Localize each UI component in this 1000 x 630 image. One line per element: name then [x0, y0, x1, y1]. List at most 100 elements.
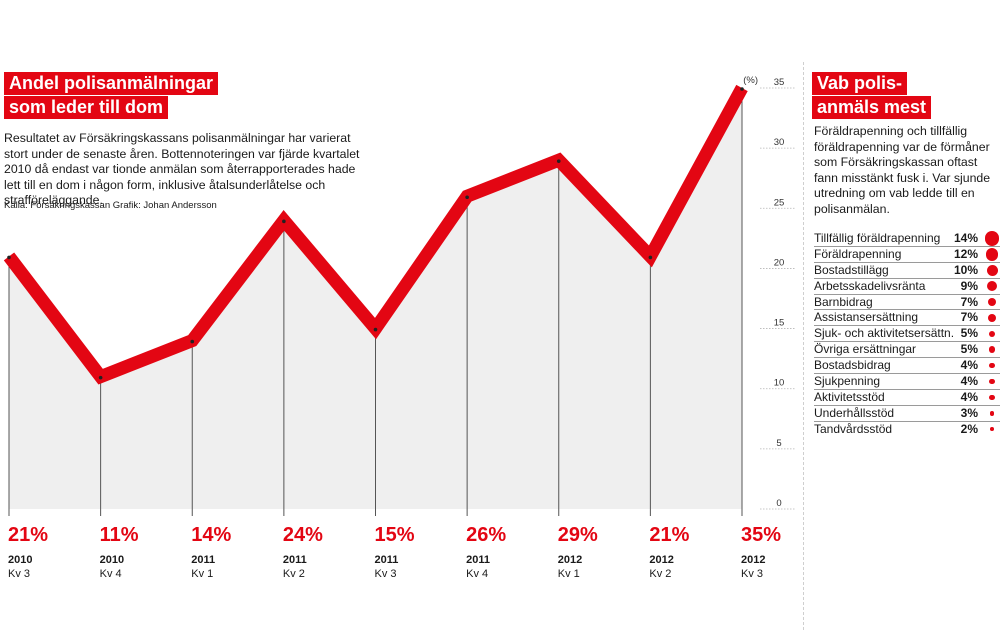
sidebar-title: Vab polis- anmäls mest [812, 72, 952, 120]
sidebar-description: Föräldrapenning och tillfällig föräldrap… [814, 124, 991, 216]
x-label-year: 2012 [741, 554, 765, 566]
benefit-percent: 5% [960, 326, 978, 341]
y-unit-label: (%) [743, 75, 758, 86]
benefit-name: Underhållsstöd [814, 405, 895, 420]
y-tick-label: 5 [776, 438, 781, 449]
benefit-row: Sjuk- och aktivitetsersättn. 5% [814, 326, 1000, 343]
benefit-percent: 9% [960, 278, 978, 293]
chart-description: Resultatet av Försäkringskassans polisan… [4, 131, 360, 207]
benefit-percent: 12% [953, 246, 978, 261]
benefit-dot [989, 410, 995, 416]
benefit-list: Tillfällig föräldrapenning 14% Föräldrapen… [814, 231, 1000, 437]
benefit-name: Tandvårdsstöd [814, 421, 893, 436]
data-label: 15% [375, 524, 415, 546]
data-point [98, 375, 103, 380]
chart-title: Andel polisanmälningar som leder till do… [4, 72, 219, 120]
x-label-year: 2011 [191, 554, 215, 566]
benefit-percent: 10% [953, 262, 978, 277]
benefit-percent: 4% [960, 389, 978, 404]
benefit-dot [988, 330, 996, 338]
benefit-dot [990, 427, 994, 432]
data-point [556, 159, 561, 163]
data-label: 21% [649, 524, 689, 546]
benefit-dot [985, 247, 999, 261]
benefit-percent: 7% [960, 310, 978, 325]
benefit-dot [988, 346, 996, 353]
benefit-name: Sjukpenning [814, 374, 881, 389]
benefit-name: Sjuk- och aktivitetsersättn. [814, 326, 955, 341]
benefit-name: Föräldrapenning [814, 246, 902, 261]
benefit-dot [986, 264, 998, 276]
chart-title-line-2: som leder till dom [4, 96, 169, 119]
x-label-year: 2012 [558, 554, 582, 566]
data-label: 11% [100, 524, 139, 546]
data-label: 24% [283, 524, 323, 546]
x-label-year: 2011 [466, 554, 490, 566]
benefit-row: Assistansersättning 7% [814, 310, 1000, 327]
data-point [7, 255, 11, 260]
chart-title-line-1: Andel polisanmälningar [4, 72, 219, 95]
x-label-year: 2011 [283, 554, 307, 566]
data-point [373, 327, 378, 332]
benefit-dot [984, 231, 1000, 246]
y-tick-label: 25 [774, 197, 785, 208]
data-label: 26% [466, 524, 506, 546]
benefit-dot [989, 394, 995, 401]
sidebar-title-line-1: Vab polis- [812, 72, 908, 95]
x-label-quarter: Kv 2 [283, 568, 305, 580]
benefit-row: Bostadsbidrag 4% [814, 358, 1000, 375]
x-label-quarter: Kv 3 [741, 568, 763, 580]
y-tick-label: 0 [776, 498, 781, 509]
benefit-percent: 2% [960, 421, 978, 436]
sidebar-title-line-2: anmäls mest [812, 96, 932, 119]
benefit-dot [989, 362, 995, 369]
benefit-dot [989, 378, 995, 385]
x-label-quarter: Kv 4 [100, 568, 122, 580]
benefit-row: Föräldrapenning 12% [814, 247, 1000, 263]
x-label-quarter: Kv 3 [375, 568, 397, 580]
x-label-quarter: Kv 4 [466, 568, 488, 580]
benefit-name: Bostadsbidrag [814, 358, 891, 373]
benefit-row: Tillfällig föräldrapenning 14% [814, 231, 1000, 247]
column-divider [803, 62, 804, 630]
data-label: 35% [741, 524, 781, 546]
y-tick-label: 35 [774, 77, 785, 88]
x-label-quarter: Kv 1 [191, 568, 213, 580]
data-point [282, 219, 286, 224]
x-label-year: 2012 [649, 554, 673, 566]
y-tick-label: 30 [774, 137, 785, 148]
benefit-name: Arbetsskadelivsränta [814, 278, 926, 293]
benefit-name: Barnbidrag [814, 294, 873, 309]
x-label-year: 2011 [375, 554, 399, 566]
x-label-year: 2010 [8, 554, 32, 566]
benefit-name: Övriga ersättningar [814, 342, 917, 357]
benefit-row: Arbetsskadelivsränta 9% [814, 279, 1000, 295]
benefit-percent: 7% [960, 294, 978, 309]
benefit-name: Bostadstillägg [814, 262, 889, 277]
x-label-year: 2010 [100, 554, 124, 566]
data-point [465, 195, 469, 200]
benefit-percent: 4% [960, 358, 978, 373]
data-label: 29% [558, 524, 598, 546]
benefit-dot [987, 297, 997, 307]
benefit-row: Övriga ersättningar 5% [814, 342, 1000, 359]
data-point [740, 87, 744, 91]
source-credit: Källa: Försäkringskassan Grafik: Johan A… [4, 200, 217, 211]
y-tick-label: 20 [774, 257, 785, 268]
benefit-row: Sjukpenning 4% [814, 374, 1000, 390]
x-label-quarter: Kv 1 [558, 568, 580, 580]
benefit-row: Aktivitetsstöd 4% [814, 390, 1000, 406]
benefit-percent: 14% [953, 231, 978, 245]
benefit-row: Underhållsstöd 3% [814, 406, 1000, 422]
benefit-dot [987, 313, 997, 323]
y-tick-label: 10 [774, 378, 785, 389]
data-point [190, 339, 195, 344]
data-label: 14% [191, 524, 231, 546]
benefit-row: Bostadstillägg 10% [814, 263, 1000, 279]
benefit-name: Aktivitetsstöd [814, 389, 885, 404]
benefit-name: Assistansersättning [814, 310, 919, 325]
data-label: 21% [8, 524, 48, 546]
data-point [648, 255, 653, 260]
benefit-percent: 4% [960, 374, 978, 389]
benefit-row: Tandvårdsstöd 2% [814, 422, 1000, 437]
